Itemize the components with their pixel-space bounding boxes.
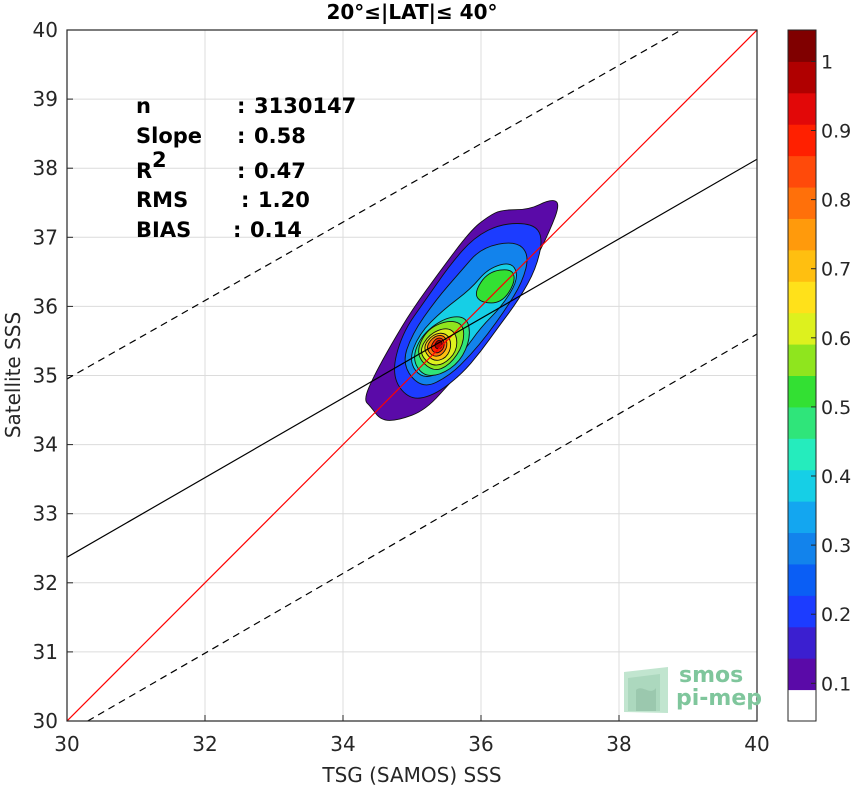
colorbar-tick-label: 0.9: [821, 121, 851, 143]
x-tick-label: 38: [606, 732, 631, 756]
y-tick-label: 38: [33, 156, 58, 180]
colorbar-tick-label: 0.5: [821, 397, 851, 419]
colorbar-segment: [788, 658, 816, 691]
colorbar-segment: [788, 406, 816, 439]
colorbar-tick-label: 0.6: [821, 328, 851, 350]
colorbar-segment: [788, 218, 816, 251]
stat-separator: :: [237, 159, 245, 183]
y-tick-labels: 30 31 32 33 34 35 36 37 38 39 40: [33, 18, 58, 733]
y-tick-label: 36: [33, 294, 58, 318]
stat-value: 0.14: [250, 218, 302, 242]
stat-superscript: 2: [152, 148, 167, 172]
y-tick-label: 35: [33, 364, 58, 388]
regression-line: [67, 158, 757, 558]
colorbar-segment: [788, 689, 816, 722]
x-tick-label: 30: [54, 732, 79, 756]
colorbar-segment: [788, 501, 816, 534]
colorbar-tick-label: 0.7: [821, 259, 851, 281]
colorbar-segment: [788, 438, 816, 471]
colorbar-tick-label: 0.3: [821, 535, 851, 557]
x-tick-label: 40: [744, 732, 769, 756]
plot-frame: [66, 29, 758, 722]
y-tick-label: 33: [33, 502, 58, 526]
identity-line: [67, 30, 757, 721]
colorbar-segment: [788, 532, 816, 565]
stat-label: n: [136, 94, 151, 118]
y-tick-label: 30: [33, 709, 58, 733]
colorbar-segment: [788, 155, 816, 188]
colorbar-tick-label: 0.4: [821, 466, 851, 488]
watermark-line1: smos: [679, 663, 743, 688]
stat-value: 1.20: [258, 188, 310, 212]
reference-lines: [67, 30, 757, 721]
x-tick-label: 32: [192, 732, 217, 756]
colorbar-tick-label: 0.8: [821, 190, 851, 212]
y-tick-label: 34: [33, 433, 58, 457]
colorbar-frame: [787, 29, 817, 722]
chart-title: 20°≤|LAT|≤ 40°: [326, 0, 497, 24]
stat-separator: :: [237, 94, 245, 118]
stat-value: 3130147: [254, 94, 356, 118]
upper-bound-dashed-line: [67, 30, 682, 380]
stat-label: Slope: [136, 124, 202, 148]
y-tick-label: 37: [33, 225, 58, 249]
colorbar-segment: [788, 281, 816, 314]
colorbar-segment: [788, 30, 816, 62]
colorbar-segment: [788, 124, 816, 157]
colorbar-tick-label: 1: [821, 51, 833, 73]
colorbar-segment: [788, 344, 816, 376]
lower-bound-dashed-line: [87, 333, 757, 721]
y-tick-label: 39: [33, 87, 58, 111]
colorbar: 0.1 0.2 0.3 0.4 0.5 0.6 0.7 0.8 0.9 1: [787, 29, 851, 722]
colorbar-segment: [788, 187, 816, 219]
colorbar-segment: [788, 312, 816, 345]
stat-label: R: [136, 159, 152, 183]
colorbar-segment: [788, 626, 816, 659]
colorbar-segment: [788, 563, 816, 596]
x-tick-label: 36: [468, 732, 493, 756]
colorbar-tick-label: 0.2: [821, 604, 851, 626]
colorbar-tick-label: 0.1: [821, 673, 851, 695]
colorbar-segment: [788, 249, 816, 282]
smos-pimep-watermark: smos pi-mep: [624, 663, 762, 713]
watermark-logo-icon: [624, 667, 668, 713]
y-tick-label: 31: [33, 640, 58, 664]
colorbar-segment: [788, 92, 816, 125]
stat-label: BIAS: [136, 218, 191, 242]
stat-label: RMS: [136, 188, 188, 212]
colorbar-segment: [788, 61, 816, 94]
x-tick-label: 34: [330, 732, 355, 756]
y-tick-label: 32: [33, 571, 58, 595]
stat-separator: :: [241, 188, 249, 212]
y-axis-label: Satellite SSS: [1, 312, 25, 438]
watermark-line2: pi-mep: [676, 686, 762, 711]
x-tick-labels: 30 32 34 36 38 40: [54, 732, 769, 756]
stat-value: 0.47: [254, 159, 306, 183]
x-axis-label: TSG (SAMOS) SSS: [321, 763, 501, 787]
stat-separator: :: [233, 218, 241, 242]
stat-separator: :: [237, 124, 245, 148]
y-tick-label: 40: [33, 18, 58, 42]
density-contour-level: [475, 269, 515, 304]
colorbar-segment: [788, 469, 816, 502]
colorbar-segment: [788, 375, 816, 408]
colorbar-segment: [788, 595, 816, 628]
stat-value: 0.58: [254, 124, 306, 148]
